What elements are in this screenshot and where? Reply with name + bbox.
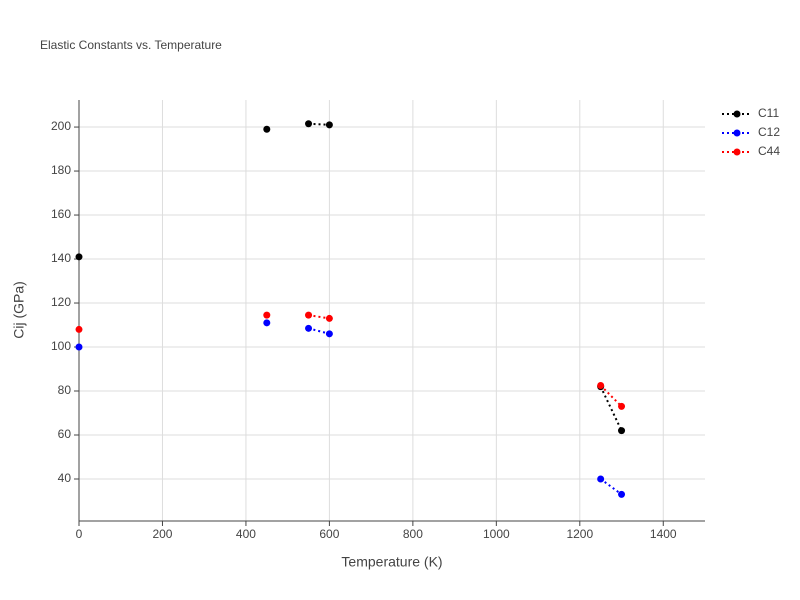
data-point [597, 382, 605, 390]
data-point [597, 475, 605, 483]
data-point [75, 253, 83, 261]
data-point [305, 120, 313, 128]
y-tick-label: 100 [51, 339, 71, 353]
data-point [618, 402, 626, 410]
y-tick-label: 120 [51, 295, 71, 309]
x-tick-label: 0 [76, 527, 83, 541]
data-point [618, 427, 626, 435]
y-tick-label: 160 [51, 207, 71, 221]
data-point [305, 311, 313, 319]
x-tick-label: 600 [319, 527, 339, 541]
legend-label: C11 [758, 106, 779, 120]
x-tick-label: 1000 [483, 527, 510, 541]
data-point [75, 343, 83, 351]
x-axis-label: Temperature (K) [341, 554, 442, 570]
y-tick-label: 200 [51, 119, 71, 133]
series-line [308, 122, 623, 432]
data-point [263, 125, 271, 133]
legend-label: C12 [758, 125, 780, 139]
legend-marker [733, 110, 741, 118]
x-tick-label: 1200 [566, 527, 593, 541]
y-tick-label: 60 [58, 427, 72, 441]
x-tick-label: 1400 [650, 527, 677, 541]
y-tick-label: 80 [58, 383, 72, 397]
data-point [75, 325, 83, 333]
data-point [263, 311, 271, 319]
legend-marker [733, 129, 741, 137]
y-tick-label: 40 [58, 471, 72, 485]
legend-marker [733, 148, 741, 156]
data-point [325, 121, 333, 129]
chart-title: Elastic Constants vs. Temperature [40, 38, 222, 52]
data-point [325, 330, 333, 338]
data-point [325, 314, 333, 322]
y-axis-label: Cij (GPa) [11, 281, 27, 339]
data-point [305, 324, 313, 332]
x-tick-label: 800 [403, 527, 423, 541]
series-line [308, 327, 623, 496]
x-tick-label: 400 [236, 527, 256, 541]
data-point [263, 319, 271, 327]
legend-label: C44 [758, 144, 780, 158]
y-tick-label: 140 [51, 251, 71, 265]
x-tick-label: 200 [152, 527, 172, 541]
y-tick-label: 180 [51, 163, 71, 177]
data-point [618, 490, 626, 498]
series-line [308, 314, 623, 408]
